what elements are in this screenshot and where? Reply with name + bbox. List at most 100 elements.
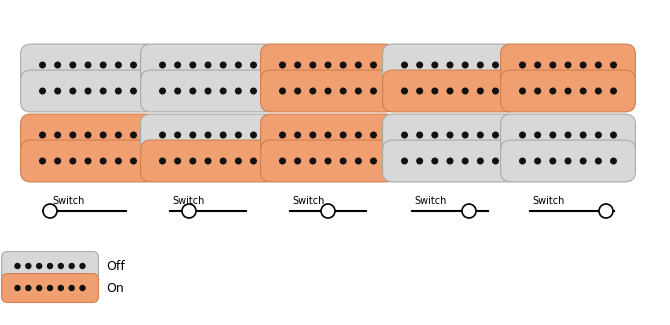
Text: Switch: Switch <box>52 196 84 206</box>
Circle shape <box>580 158 586 164</box>
Circle shape <box>535 88 541 94</box>
FancyBboxPatch shape <box>500 140 635 182</box>
Circle shape <box>220 158 226 164</box>
Circle shape <box>175 132 180 138</box>
Circle shape <box>550 132 555 138</box>
Circle shape <box>70 62 76 68</box>
Circle shape <box>356 62 361 68</box>
Circle shape <box>610 62 616 68</box>
Text: On: On <box>107 281 124 294</box>
Circle shape <box>610 88 616 94</box>
Circle shape <box>159 132 165 138</box>
Circle shape <box>251 88 257 94</box>
Circle shape <box>402 132 407 138</box>
Circle shape <box>447 88 453 94</box>
Circle shape <box>535 62 541 68</box>
Circle shape <box>55 132 60 138</box>
Circle shape <box>478 88 483 94</box>
Circle shape <box>251 62 257 68</box>
Circle shape <box>48 264 52 268</box>
Circle shape <box>85 158 91 164</box>
Circle shape <box>371 132 377 138</box>
Circle shape <box>417 132 423 138</box>
Circle shape <box>492 88 498 94</box>
Circle shape <box>596 132 601 138</box>
Circle shape <box>340 158 346 164</box>
Circle shape <box>100 88 106 94</box>
Circle shape <box>310 158 316 164</box>
Text: Switch: Switch <box>172 196 204 206</box>
Circle shape <box>40 62 46 68</box>
Circle shape <box>371 88 377 94</box>
Circle shape <box>70 88 76 94</box>
Circle shape <box>115 88 121 94</box>
Circle shape <box>321 204 335 218</box>
Circle shape <box>340 132 346 138</box>
Circle shape <box>580 132 586 138</box>
FancyBboxPatch shape <box>1 274 98 303</box>
Circle shape <box>40 158 46 164</box>
Circle shape <box>279 62 285 68</box>
Circle shape <box>236 132 241 138</box>
Circle shape <box>80 285 85 291</box>
Text: Switch: Switch <box>292 196 324 206</box>
Circle shape <box>55 62 60 68</box>
Circle shape <box>15 285 20 291</box>
Circle shape <box>447 62 453 68</box>
Circle shape <box>190 132 196 138</box>
Circle shape <box>15 264 20 268</box>
FancyBboxPatch shape <box>141 70 275 112</box>
Circle shape <box>100 132 106 138</box>
Circle shape <box>131 158 136 164</box>
Circle shape <box>580 62 586 68</box>
Circle shape <box>100 62 106 68</box>
Circle shape <box>550 62 555 68</box>
Circle shape <box>580 88 586 94</box>
Circle shape <box>432 88 438 94</box>
Circle shape <box>295 158 300 164</box>
Circle shape <box>417 158 423 164</box>
Circle shape <box>295 62 300 68</box>
Circle shape <box>520 62 525 68</box>
Circle shape <box>340 62 346 68</box>
Text: Switch: Switch <box>532 196 564 206</box>
Circle shape <box>325 62 331 68</box>
Circle shape <box>85 132 91 138</box>
Circle shape <box>340 88 346 94</box>
Circle shape <box>70 158 76 164</box>
Circle shape <box>295 88 300 94</box>
Circle shape <box>520 158 525 164</box>
Circle shape <box>69 285 74 291</box>
Circle shape <box>69 264 74 268</box>
Circle shape <box>610 158 616 164</box>
Circle shape <box>37 285 42 291</box>
Circle shape <box>478 132 483 138</box>
Circle shape <box>565 88 571 94</box>
Circle shape <box>371 158 377 164</box>
Circle shape <box>325 88 331 94</box>
Circle shape <box>40 88 46 94</box>
Circle shape <box>37 264 42 268</box>
FancyBboxPatch shape <box>141 44 275 86</box>
Circle shape <box>131 88 136 94</box>
Circle shape <box>462 62 468 68</box>
Circle shape <box>478 62 483 68</box>
FancyBboxPatch shape <box>383 114 517 156</box>
Circle shape <box>175 88 180 94</box>
Circle shape <box>599 204 613 218</box>
Circle shape <box>279 88 285 94</box>
Circle shape <box>462 158 468 164</box>
Circle shape <box>310 88 316 94</box>
Circle shape <box>85 88 91 94</box>
Circle shape <box>190 88 196 94</box>
Circle shape <box>43 204 57 218</box>
Circle shape <box>279 132 285 138</box>
Circle shape <box>220 88 226 94</box>
FancyBboxPatch shape <box>21 114 155 156</box>
Circle shape <box>80 264 85 268</box>
Circle shape <box>565 62 571 68</box>
Circle shape <box>279 158 285 164</box>
Circle shape <box>417 88 423 94</box>
Circle shape <box>58 264 64 268</box>
Circle shape <box>251 132 257 138</box>
